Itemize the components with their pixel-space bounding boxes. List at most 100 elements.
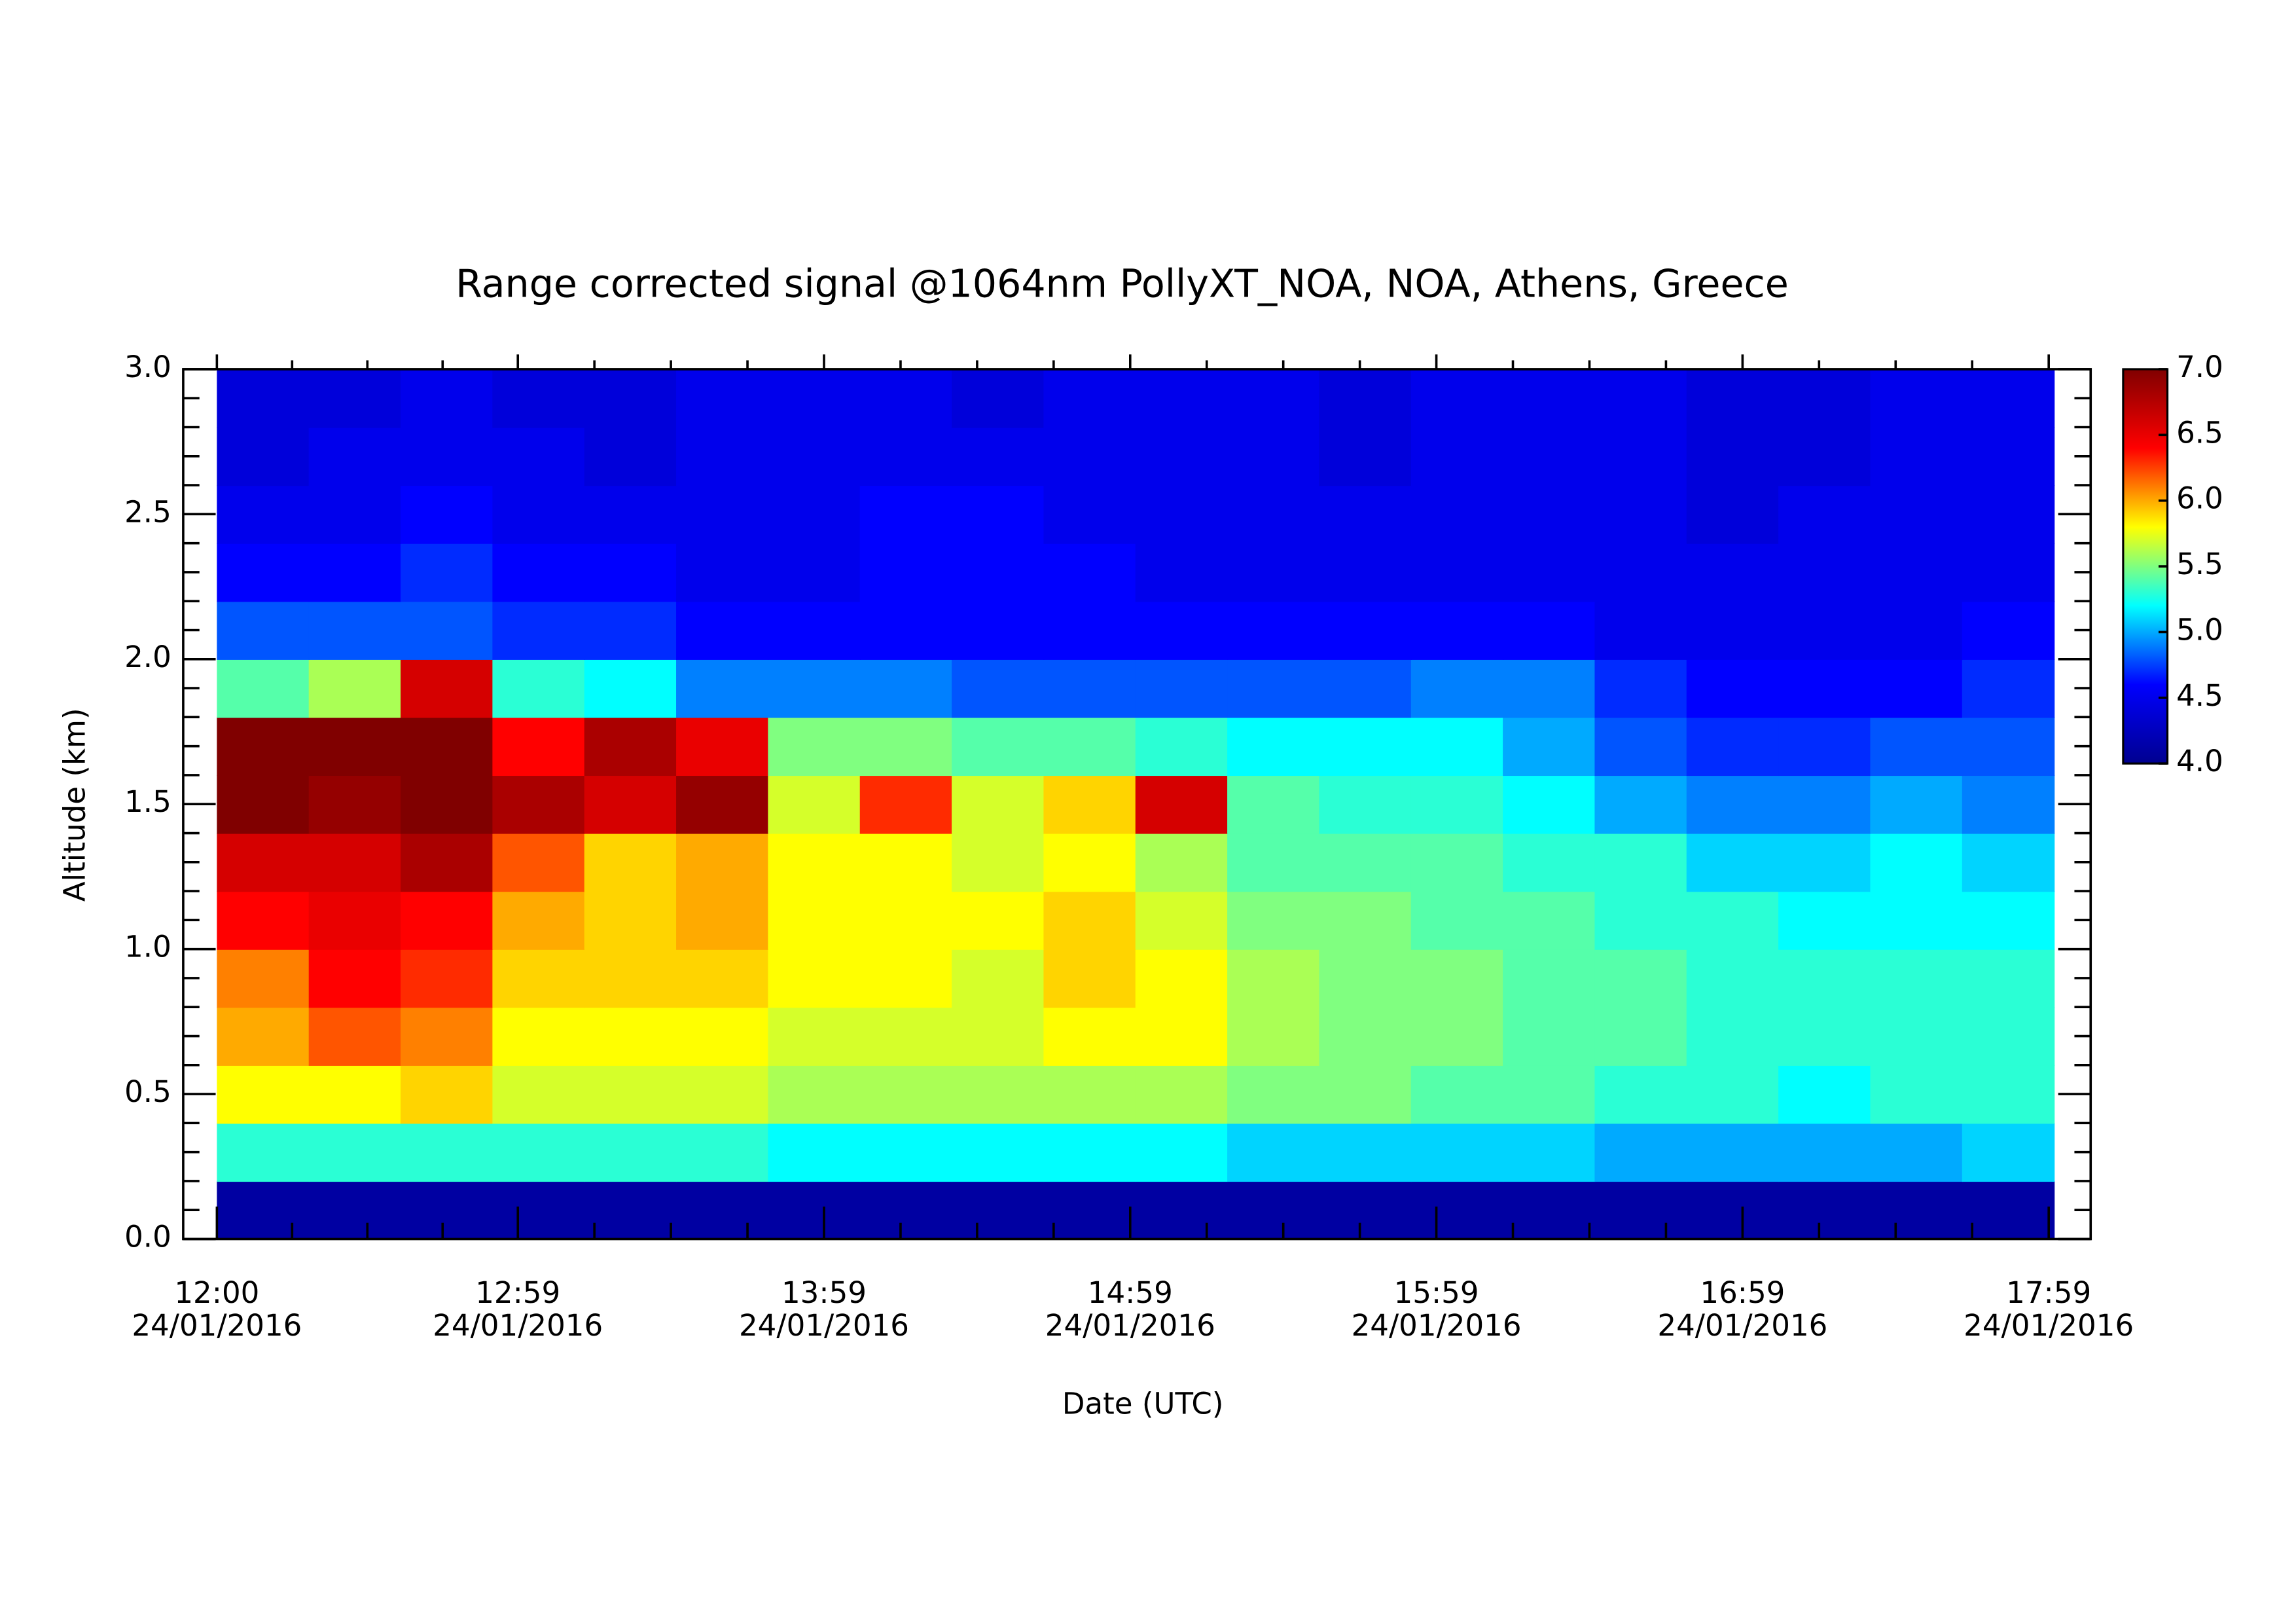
- heatmap-cell: [1319, 717, 1412, 776]
- heatmap-cell: [768, 427, 861, 486]
- heatmap-cell: [859, 1065, 953, 1124]
- heatmap-cell: [1686, 891, 1780, 950]
- y-tick-label: 2.0: [124, 640, 171, 674]
- heatmap-cell: [1410, 949, 1504, 1008]
- heatmap-cell: [1686, 1180, 1780, 1240]
- heatmap-cell: [768, 717, 861, 776]
- heatmap-cell: [768, 1180, 861, 1240]
- heatmap-cell: [768, 659, 861, 718]
- heatmap-cell: [952, 369, 1045, 428]
- heatmap-cell: [401, 369, 493, 428]
- heatmap-cell: [676, 485, 769, 544]
- x-tick-label: 15:59: [1394, 1275, 1479, 1310]
- heatmap-cell: [952, 1180, 1045, 1240]
- heatmap-cell: [308, 427, 402, 486]
- heatmap-cell: [1778, 1180, 1871, 1240]
- heatmap-cell: [1778, 427, 1871, 486]
- heatmap-cell: [1319, 1180, 1412, 1240]
- heatmap-cell: [584, 717, 677, 776]
- heatmap-cell: [952, 601, 1045, 660]
- heatmap-cell: [676, 1065, 769, 1124]
- heatmap-cell: [308, 949, 402, 1008]
- heatmap-cell: [308, 543, 402, 602]
- heatmap-cell: [1043, 1065, 1136, 1124]
- heatmap-cell: [1594, 891, 1687, 950]
- heatmap-cell: [1135, 369, 1229, 428]
- heatmap-cell: [952, 775, 1045, 834]
- heatmap-cell: [1043, 833, 1136, 892]
- heatmap-cell: [1778, 717, 1871, 776]
- heatmap: [217, 369, 2055, 1240]
- colorbar-tick-label: 7.0: [2176, 350, 2223, 384]
- heatmap-cell: [1594, 717, 1687, 776]
- heatmap-cell: [1962, 1180, 2055, 1240]
- heatmap-cell: [676, 775, 769, 834]
- heatmap-cell: [217, 833, 310, 892]
- heatmap-cell: [676, 369, 769, 428]
- colorbar-tick-label: 5.0: [2176, 612, 2223, 647]
- heatmap-cell: [584, 1123, 677, 1182]
- heatmap-cell: [1503, 485, 1596, 544]
- x-tick-label: 12:59: [475, 1275, 560, 1310]
- heatmap-cell: [768, 543, 861, 602]
- heatmap-cell: [492, 1180, 585, 1240]
- heatmap-cell: [1962, 833, 2055, 892]
- heatmap-cell: [1870, 1123, 1963, 1182]
- heatmap-cell: [1778, 1065, 1871, 1124]
- heatmap-cell: [217, 369, 310, 428]
- heatmap-cell: [1227, 369, 1320, 428]
- heatmap-cell: [1227, 427, 1320, 486]
- heatmap-cell: [1043, 717, 1136, 776]
- heatmap-cell: [217, 775, 310, 834]
- heatmap-cell: [1594, 949, 1687, 1008]
- x-tick-label: 12:00: [174, 1275, 259, 1310]
- heatmap-cell: [952, 1065, 1045, 1124]
- heatmap-cell: [1594, 601, 1687, 660]
- heatmap-cell: [584, 775, 677, 834]
- heatmap-cell: [1686, 949, 1780, 1008]
- heatmap-cell: [1686, 485, 1780, 544]
- heatmap-cell: [1135, 1180, 1229, 1240]
- heatmap-cell: [1962, 717, 2055, 776]
- heatmap-cell: [676, 717, 769, 776]
- heatmap-cell: [952, 833, 1045, 892]
- heatmap-cell: [768, 1123, 861, 1182]
- heatmap-cell: [1319, 1007, 1412, 1066]
- heatmap-cell: [1319, 601, 1412, 660]
- heatmap-cell: [1778, 891, 1871, 950]
- heatmap-cell: [1503, 1007, 1596, 1066]
- heatmap-cell: [584, 1065, 677, 1124]
- heatmap-cell: [859, 717, 953, 776]
- heatmap-cell: [676, 1123, 769, 1182]
- y-tick-label: 1.5: [124, 784, 171, 819]
- heatmap-cell: [1778, 543, 1871, 602]
- heatmap-cell: [308, 1007, 402, 1066]
- heatmap-cell: [1410, 833, 1504, 892]
- heatmap-cell: [1043, 1007, 1136, 1066]
- heatmap-cell: [217, 427, 310, 486]
- x-axis-label: Date (UTC): [1062, 1386, 1224, 1421]
- heatmap-cell: [859, 833, 953, 892]
- heatmap-cell: [1962, 891, 2055, 950]
- heatmap-cell: [492, 427, 585, 486]
- heatmap-cell: [1227, 1007, 1320, 1066]
- heatmap-cell: [1135, 833, 1229, 892]
- heatmap-cell: [1594, 659, 1687, 718]
- heatmap-cell: [584, 891, 677, 950]
- heatmap-cell: [1503, 891, 1596, 950]
- heatmap-cell: [1870, 775, 1963, 834]
- heatmap-cell: [308, 833, 402, 892]
- heatmap-cell: [217, 949, 310, 1008]
- heatmap-cell: [1594, 1065, 1687, 1124]
- x-tick-date: 24/01/2016: [1657, 1308, 1827, 1343]
- heatmap-cell: [401, 1065, 493, 1124]
- heatmap-cell: [308, 485, 402, 544]
- heatmap-cell: [768, 775, 861, 834]
- heatmap-cell: [1410, 543, 1504, 602]
- heatmap-cell: [401, 601, 493, 660]
- heatmap-cell: [584, 1007, 677, 1066]
- heatmap-cell: [1135, 543, 1229, 602]
- heatmap-cell: [676, 833, 769, 892]
